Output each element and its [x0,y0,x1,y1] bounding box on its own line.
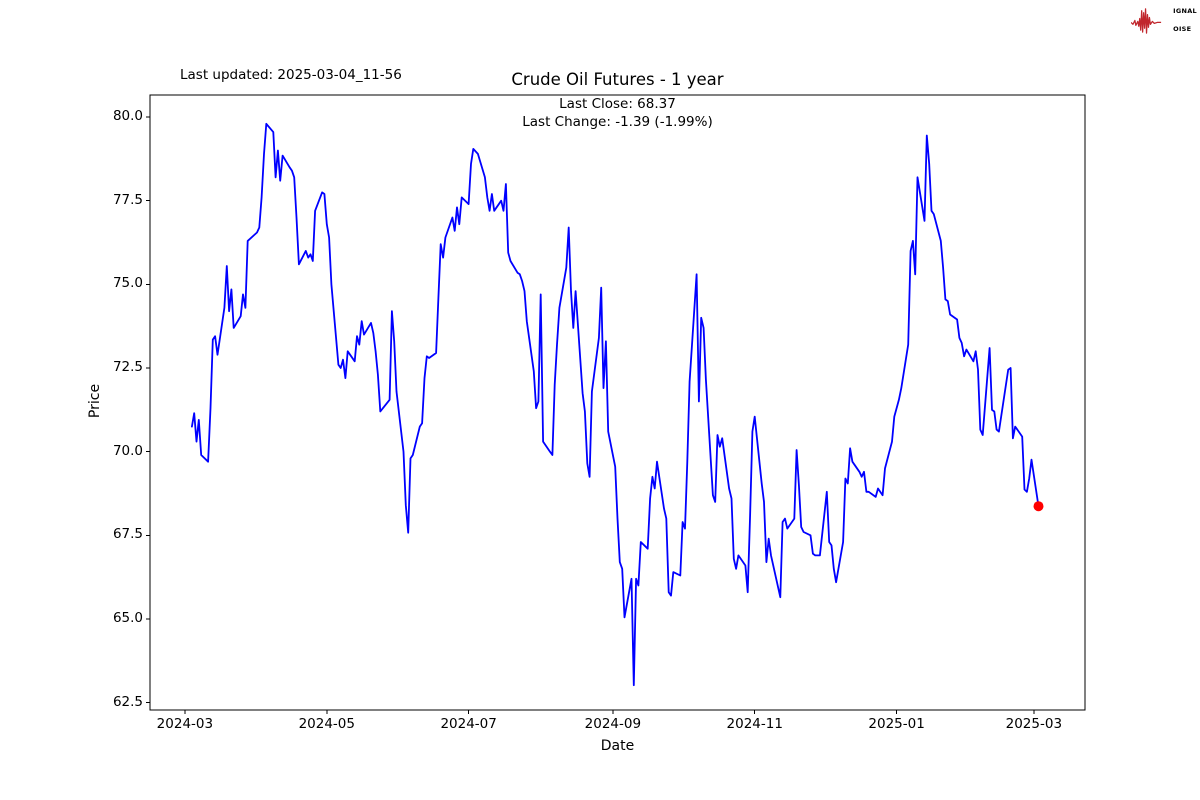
last-close-annotation: Last Close: 68.37 [559,96,676,112]
x-tick-label: 2024-05 [298,716,355,732]
y-tick-label: 77.5 [112,191,143,208]
y-tick-label: 67.5 [112,526,143,543]
logo-letter-box-n: N [1166,25,1172,32]
last-change-annotation: Last Change: -1.39 (-1.99%) [522,114,713,130]
x-tick-label: 2024-07 [440,716,497,732]
waveform-icon [1131,8,1162,34]
logo-line-noise: N OISE [1165,24,1197,33]
x-axis-label: Date [600,738,635,754]
logo-text-signal: IGNAL [1173,6,1197,15]
x-tick-label: 2024-09 [584,716,642,732]
logo-text-noise: OISE [1173,24,1192,33]
last-updated-text: Last updated: 2025-03-04_11-56 [180,67,402,83]
y-tick-label: 70.0 [112,442,143,459]
price-line [190,122,1040,687]
y-axis-label: Price [87,383,103,419]
x-tick-label: 2024-11 [726,716,783,732]
last-price-dot [1033,501,1044,512]
y-tick-label: 72.5 [112,359,143,376]
y-tick-label: 62.5 [112,693,143,710]
logo-text: S IGNAL 2 N OISE [1165,6,1197,33]
signal2noise-logo: S IGNAL 2 N OISE [1131,3,1197,36]
x-tick-label: 2025-01 [868,716,925,732]
y-tick-label: 65.0 [112,609,143,626]
x-tick-label: 2025-03 [1005,716,1063,732]
plot-frame [149,94,1086,711]
chart-title: Crude Oil Futures - 1 year [511,70,724,89]
logo-letter-box-s: S [1166,7,1171,14]
logo-line-2: 2 [1165,15,1197,24]
x-tick-label: 2024-03 [156,716,214,732]
y-tick-label: 75.0 [112,275,143,292]
y-tick-label: 80.0 [112,108,143,125]
logo-letter-box-2: 2 [1166,16,1171,23]
logo-line-signal: S IGNAL [1165,6,1197,15]
